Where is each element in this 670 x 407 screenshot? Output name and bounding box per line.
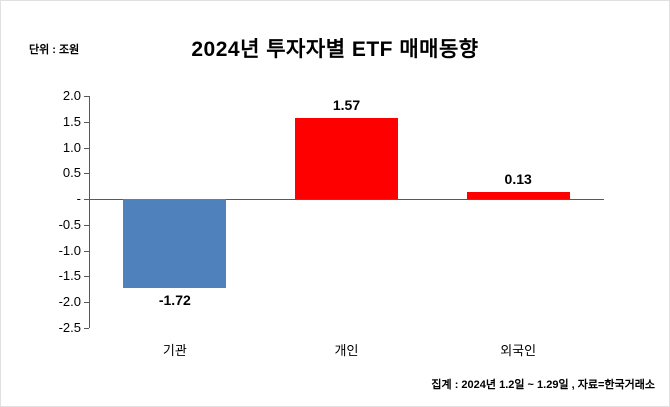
y-axis-tick <box>84 250 89 252</box>
x-axis-label: 기관 <box>162 343 187 358</box>
y-tick-label: -2.0 <box>58 294 81 310</box>
bar-value-label: 0.13 <box>504 171 532 188</box>
y-tick-label: 1.0 <box>62 139 81 155</box>
y-axis-labels: 2.0 1.5 1.0 0.5 - -0.5 -1.0 -1.5 -2.0 -2.5 <box>29 88 89 335</box>
x-axis-label: 개인 <box>334 343 359 358</box>
unit-label: 단위 : 조원 <box>29 44 80 56</box>
bar-value-label: 1.57 <box>332 97 361 114</box>
y-axis-tick <box>84 173 89 175</box>
chart-title: 2024년 투자자별 ETF 매매동향 <box>191 38 479 61</box>
y-tick-label: -2.5 <box>58 320 81 335</box>
x-axis-label: 외국인 <box>500 343 537 358</box>
y-axis-tick <box>84 224 89 226</box>
y-axis-tick <box>84 147 89 149</box>
y-axis-line <box>89 96 90 328</box>
y-axis-tick <box>84 96 89 97</box>
chart-bar-1 <box>123 199 227 288</box>
zero-line <box>89 199 604 201</box>
chart-bar-2 <box>295 118 398 200</box>
y-tick-label: 2.0 <box>62 88 81 103</box>
y-tick-label: -1.5 <box>58 268 81 284</box>
y-axis-tick <box>84 302 89 304</box>
source-caption: 집계 : 2024년 1.2일 ~ 1.29일 , 자료=한국거래소 <box>431 379 655 391</box>
y-tick-label: 0.5 <box>62 165 81 181</box>
y-tick-label: -1.0 <box>58 242 81 258</box>
y-tick-label: - <box>76 191 81 207</box>
y-tick-label: 1.5 <box>62 113 81 129</box>
plot-area: -1.72 기관 1.57 개인 0.13 외국인 <box>84 96 604 358</box>
y-axis-tick <box>84 328 89 329</box>
y-axis-tick <box>84 121 89 123</box>
y-axis-tick <box>84 199 89 201</box>
y-axis-tick <box>84 276 89 278</box>
chart-bar-3 <box>466 192 570 200</box>
y-tick-label: -0.5 <box>58 216 81 232</box>
bar-value-label: -1.72 <box>158 291 191 308</box>
